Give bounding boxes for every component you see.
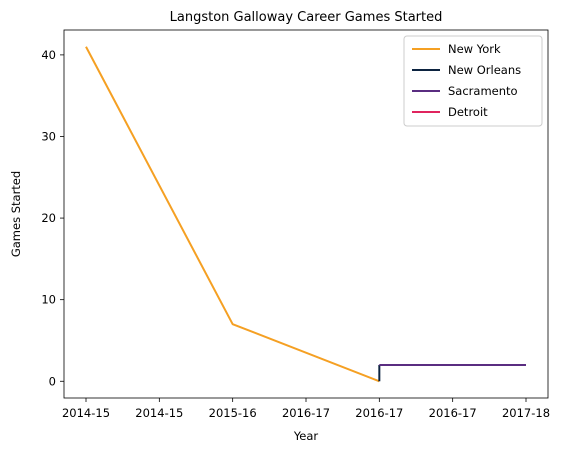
x-tick-label-2: 2015-16 <box>209 406 257 420</box>
legend-label-3: Detroit <box>448 105 488 119</box>
y-tick-label-3: 30 <box>41 129 56 143</box>
x-tick-label-5: 2016-17 <box>429 406 477 420</box>
legend-label-1: New Orleans <box>448 63 521 77</box>
series-line-0 <box>86 47 379 382</box>
legend: New York New Orleans Sacramento Detroit <box>404 36 542 126</box>
x-tick-label-0: 2014-15 <box>62 406 110 420</box>
x-tick-label-6: 2017-18 <box>502 406 550 420</box>
y-tick-label-0: 0 <box>49 374 56 388</box>
x-axis: 2014-15 2014-15 2015-16 2016-17 2016-17 2016-… <box>62 398 550 420</box>
x-tick-label-3: 2016-17 <box>282 406 330 420</box>
x-tick-label-4: 2016-17 <box>355 406 403 420</box>
chart-title: Langston Galloway Career Games Started <box>170 10 443 25</box>
y-axis: 0 10 20 30 40 <box>41 48 64 388</box>
y-tick-label-4: 40 <box>41 48 56 62</box>
x-tick-label-1: 2014-15 <box>135 406 183 420</box>
legend-label-2: Sacramento <box>448 84 518 98</box>
y-tick-label-2: 20 <box>41 211 56 225</box>
y-axis-label: Games Started <box>9 171 23 257</box>
legend-label-0: New York <box>448 42 501 56</box>
x-axis-label: Year <box>293 429 319 443</box>
y-tick-label-1: 10 <box>41 293 56 307</box>
